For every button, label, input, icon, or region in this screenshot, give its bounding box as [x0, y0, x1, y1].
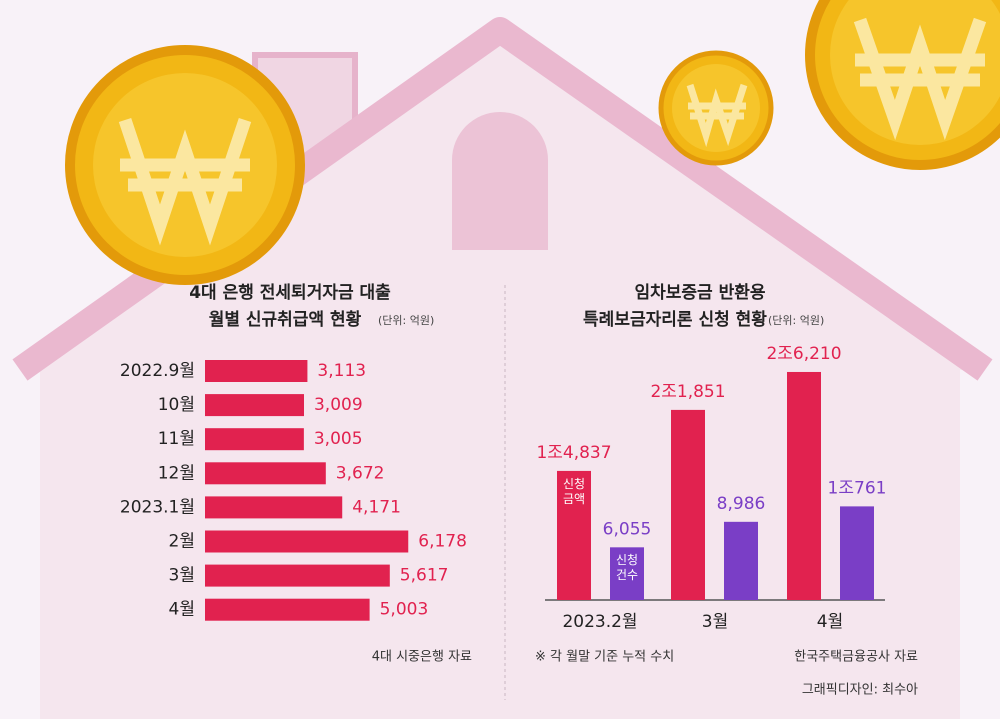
value-label: 6,178	[418, 532, 467, 552]
value-label: 8,986	[717, 494, 766, 514]
bar	[205, 360, 308, 382]
value-label: 5,003	[380, 600, 429, 620]
category-label: 4월	[169, 600, 195, 620]
bar	[557, 470, 591, 600]
note: ※ 각 월말 기준 누적 수치	[535, 650, 674, 665]
bar	[205, 530, 409, 553]
value-label: 2조6,210	[766, 344, 841, 364]
coin	[805, 0, 1000, 170]
bar	[205, 496, 343, 519]
legend-label: 신청 건수	[615, 553, 639, 583]
category-label: 2월	[169, 532, 195, 552]
bar	[840, 506, 874, 600]
bar	[724, 521, 758, 600]
category-label: 2023.1월	[120, 497, 195, 517]
value-label: 1조761	[828, 478, 887, 498]
decoration	[12, 0, 1000, 719]
category-label: 12월	[158, 463, 195, 483]
chart-title: 특례보금자리론 신청 현황	[583, 309, 767, 330]
category-label: 4월	[817, 612, 843, 632]
category-label: 3월	[169, 566, 195, 586]
bar	[205, 462, 326, 485]
value-label: 3,113	[317, 361, 366, 381]
bar	[610, 547, 644, 600]
value-label: 2조1,851	[650, 382, 725, 402]
unit-label: (단위: 억원)	[378, 314, 434, 327]
value-label: 1조4,837	[536, 443, 611, 463]
category-label: 11월	[158, 429, 195, 449]
category-label: 3월	[702, 612, 728, 632]
chart-title: 임차보증금 반환용	[634, 282, 765, 303]
bar	[205, 394, 304, 417]
category-label: 2023.2월	[562, 612, 637, 632]
legend-label: 신청 금액	[562, 476, 586, 506]
chart-title: 월별 신규취급액 현황	[209, 309, 362, 330]
value-label: 3,009	[314, 395, 363, 415]
bar	[205, 428, 304, 451]
value-label: 4,171	[352, 497, 401, 517]
value-label: 5,617	[400, 566, 449, 586]
category-label: 10월	[158, 395, 195, 415]
bar	[787, 371, 821, 600]
category-label: 2022.9월	[120, 361, 195, 381]
chart-title: 4대 은행 전세퇴거자금 대출	[189, 283, 391, 303]
coin	[658, 50, 774, 166]
unit-label: (단위: 억원)	[768, 314, 824, 327]
value-label: 3,005	[314, 429, 363, 449]
value-label: 3,672	[336, 463, 385, 483]
value-label: 6,055	[603, 519, 652, 539]
credit: 그래픽디자인: 최수아	[802, 683, 918, 698]
coin	[65, 45, 305, 285]
bar	[671, 409, 705, 600]
source: 한국주택금융공사 자료	[794, 650, 918, 665]
bar	[205, 598, 370, 621]
bar	[205, 564, 390, 587]
source: 4대 시중은행 자료	[372, 649, 472, 665]
